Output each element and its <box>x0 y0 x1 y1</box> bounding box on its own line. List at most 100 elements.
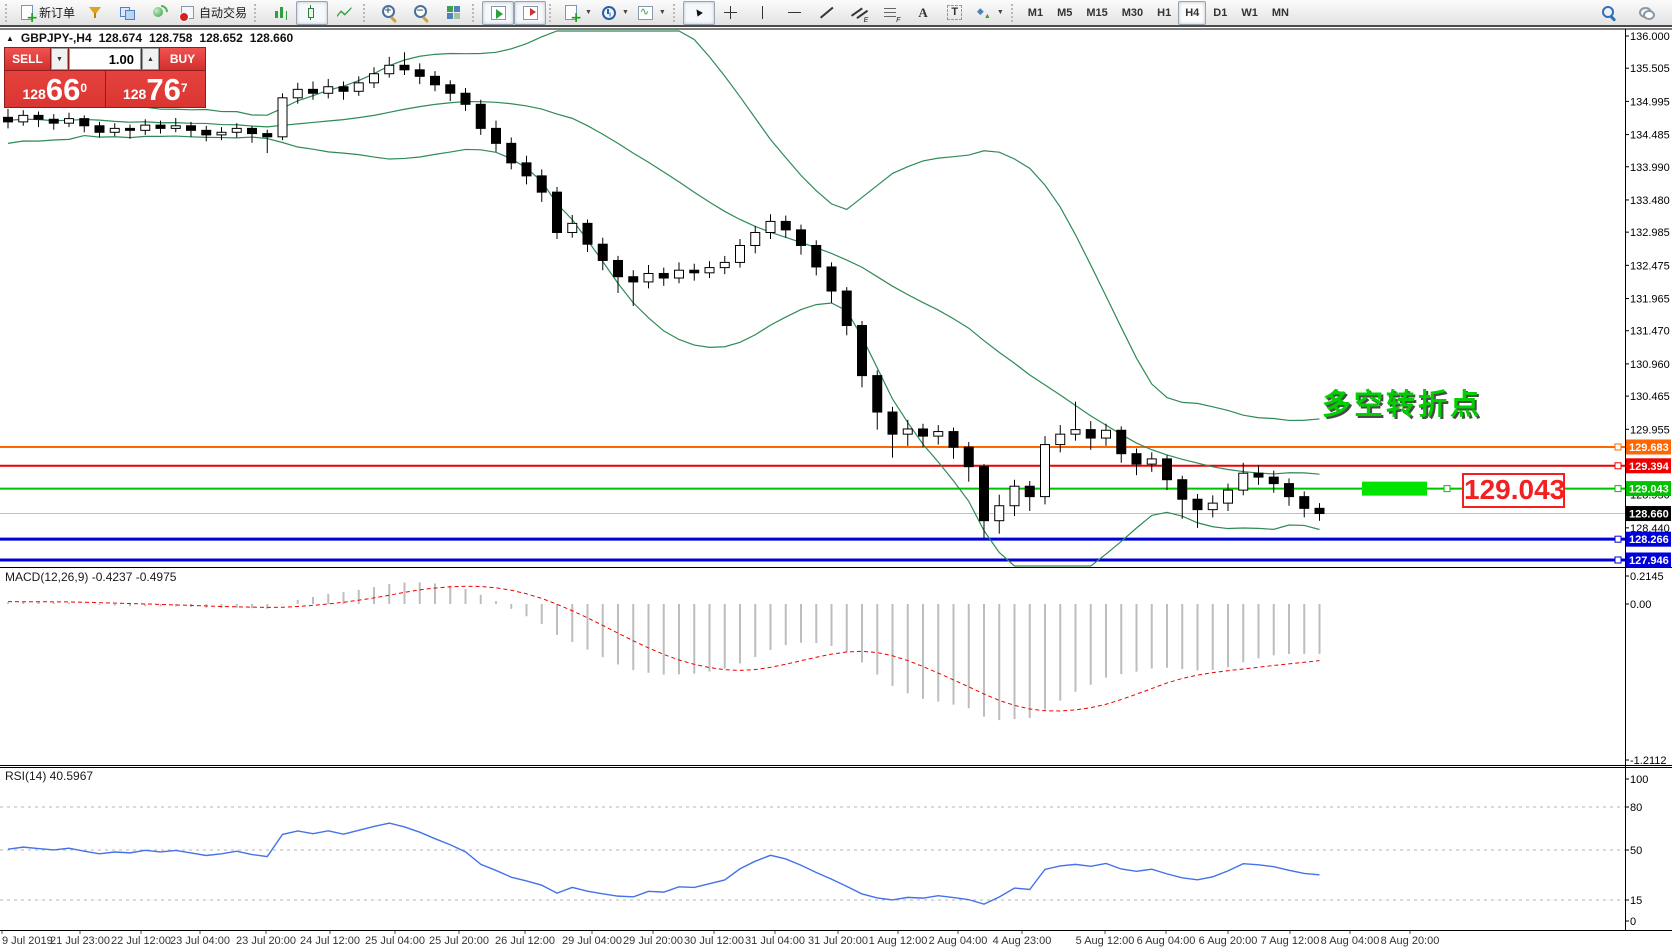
chevron-down-icon[interactable]: ▼ <box>585 9 592 16</box>
fibonacci-button[interactable] <box>875 1 907 25</box>
bar-chart-button[interactable] <box>264 1 296 25</box>
text-button[interactable] <box>907 1 939 25</box>
volume-decrease-button[interactable]: ▼ <box>51 48 68 70</box>
autotrading-button[interactable]: 自动交易 <box>175 1 251 25</box>
cursor-button[interactable] <box>682 0 715 25</box>
sell-button[interactable]: SELL <box>5 48 50 70</box>
chevron-down-icon[interactable]: ▼ <box>621 9 629 16</box>
candle <box>704 267 715 274</box>
macd-signal-line <box>7 585 1320 712</box>
zoom-out-button[interactable] <box>405 1 437 25</box>
candle <box>33 114 44 120</box>
cursor-icon <box>690 4 707 21</box>
volume-field[interactable]: 1.00 <box>69 48 141 70</box>
timeframe-m30-button[interactable]: M30 <box>1121 6 1144 19</box>
candlestick-chart-button[interactable] <box>296 0 329 25</box>
bid-big-figure: 128 <box>22 86 46 102</box>
timeframe-d1-button[interactable]: D1 <box>1213 6 1228 19</box>
tile-windows-button[interactable] <box>437 1 469 25</box>
ask-price-button[interactable]: 128 76 7 <box>105 71 205 107</box>
level-line-129.683[interactable] <box>0 443 1625 451</box>
candle <box>1253 472 1264 478</box>
auto-scroll-button[interactable] <box>482 0 515 25</box>
toolbar-group: ▼ <box>682 0 1008 26</box>
chart-shift-button[interactable] <box>514 0 547 25</box>
indicator-axis[interactable]: 0.2145 0.00 -1.2112 100 80 50 15 0 <box>1625 571 1667 928</box>
chevron-down-icon[interactable]: ▼ <box>658 9 666 16</box>
svg-text:132.475: 132.475 <box>1630 260 1670 272</box>
candle <box>826 266 837 292</box>
macd-histogram <box>7 582 1321 721</box>
timeframe-m5-button[interactable]: M5 <box>1057 6 1073 19</box>
periods-button[interactable]: ▼ <box>596 1 633 25</box>
highlight-zone[interactable] <box>1362 481 1427 496</box>
price-callout-box[interactable]: 129.043 <box>1462 473 1565 508</box>
svg-text:9 Jul 2019: 9 Jul 2019 <box>2 935 53 947</box>
channel-icon <box>850 4 869 24</box>
candle <box>780 220 791 231</box>
panel-collapse-arrow[interactable]: ▲ <box>6 33 14 43</box>
candle <box>628 276 639 283</box>
svg-text:132.985: 132.985 <box>1630 227 1670 239</box>
svg-text:25 Jul 04:00: 25 Jul 04:00 <box>365 935 425 947</box>
main-toolbar: 新订单 自动交易 ▼ ▼ ▼ ▼ M1 M5 M15 M30 H1 H4 D1 W1 MN <box>0 0 1672 27</box>
shapes-button[interactable]: ▼ <box>971 1 1008 25</box>
timeframe-w1-button[interactable]: W1 <box>1241 6 1258 19</box>
toolbar-group-grip <box>363 3 369 22</box>
price-axis[interactable]: 136.000 135.505 134.995 134.485 133.990 133.4… <box>1625 31 1671 568</box>
candle <box>1207 502 1218 511</box>
macd-signal <box>7 585 1320 712</box>
svg-text:31 Jul 20:00: 31 Jul 20:00 <box>808 935 868 947</box>
chevron-down-icon[interactable]: ▼ <box>996 9 1004 16</box>
horizontal-line-button[interactable] <box>779 1 811 25</box>
svg-text:131.965: 131.965 <box>1630 294 1670 306</box>
timeframe-h4-button[interactable]: H4 <box>1178 0 1207 25</box>
level-line-129.394[interactable] <box>0 462 1625 470</box>
zoom-in-button[interactable] <box>373 1 405 25</box>
trendline-button[interactable] <box>811 1 843 25</box>
search-button[interactable] <box>1592 1 1624 25</box>
candle <box>1162 458 1172 481</box>
chart-window-button[interactable] <box>79 1 111 25</box>
new-order-button[interactable]: 新订单 <box>15 1 79 25</box>
one-click-trading-panel: SELL ▼ 1.00 ▲ BUY 128 66 0 128 76 7 <box>4 47 206 108</box>
level-line-127.946[interactable] <box>0 556 1625 564</box>
timeframe-h1-button[interactable]: H1 <box>1157 6 1172 19</box>
level-line-129.043[interactable] <box>0 485 1625 493</box>
candle <box>567 222 578 233</box>
turning-point-annotation[interactable]: 多空转折点 <box>1322 389 1483 421</box>
vertical-line-button[interactable] <box>747 1 779 25</box>
svg-text:4 Aug 23:00: 4 Aug 23:00 <box>993 935 1052 947</box>
svg-text:23 Jul 04:00: 23 Jul 04:00 <box>170 935 230 947</box>
timeframe-mn-button[interactable]: MN <box>1271 6 1289 19</box>
chat-button[interactable] <box>1630 1 1662 25</box>
indicators-button[interactable]: ▼ <box>559 1 596 25</box>
profiles-button[interactable] <box>111 1 143 25</box>
candle <box>369 73 379 84</box>
bollinger-middle <box>7 100 1320 475</box>
volume-increase-button[interactable]: ▲ <box>142 48 159 70</box>
timeframe-m15-button[interactable]: M15 <box>1086 6 1108 19</box>
signals-button[interactable] <box>143 1 175 25</box>
bid-price-button[interactable]: 128 66 0 <box>5 71 105 107</box>
candle <box>719 261 730 269</box>
shapes-icon <box>975 4 992 21</box>
candle <box>689 269 700 274</box>
level-line-128.266[interactable] <box>0 535 1625 543</box>
timeframe-m1-button[interactable]: M1 <box>1027 6 1044 19</box>
line-chart-button[interactable] <box>328 1 360 25</box>
channel-button[interactable] <box>843 1 875 25</box>
candle <box>552 191 562 233</box>
crosshair-button[interactable] <box>715 1 747 25</box>
hline-icon <box>786 4 803 21</box>
text-label-button[interactable] <box>939 1 971 25</box>
ohlc-low: 128.652 <box>199 31 243 45</box>
candle <box>399 64 410 71</box>
buy-button[interactable]: BUY <box>160 48 205 70</box>
templates-button[interactable]: ▼ <box>633 1 670 25</box>
svg-text:127.946: 127.946 <box>1629 555 1669 567</box>
svg-text:31 Jul 04:00: 31 Jul 04:00 <box>745 935 805 947</box>
candle <box>994 505 1005 522</box>
